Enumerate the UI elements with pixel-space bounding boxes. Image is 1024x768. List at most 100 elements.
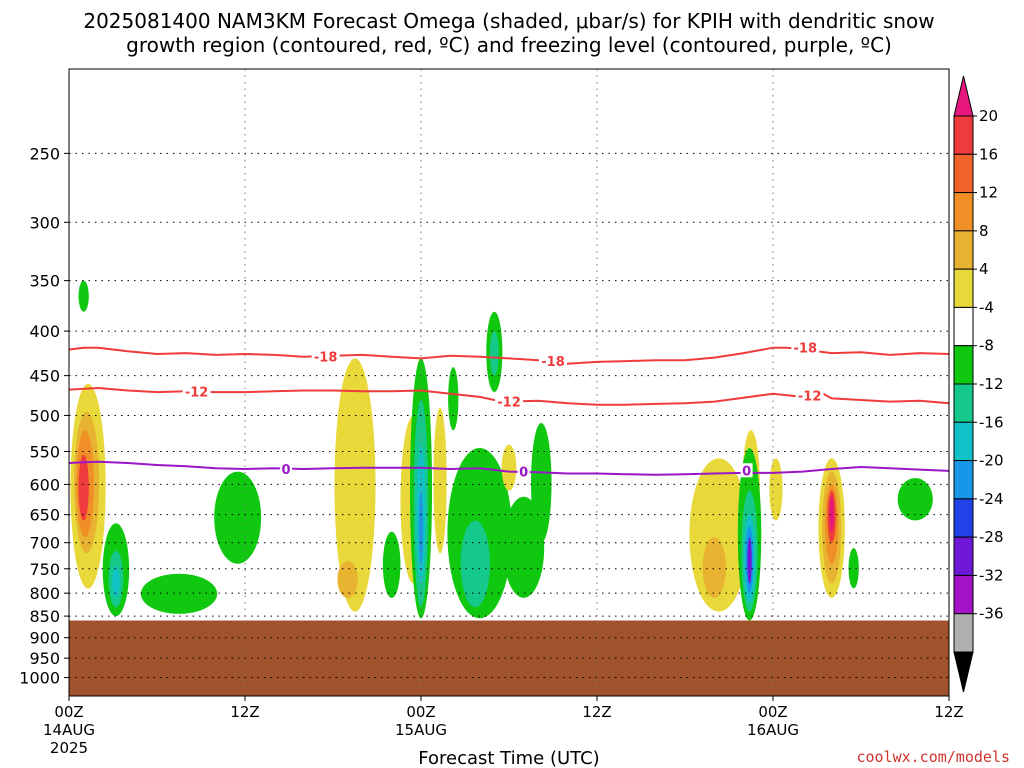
colorbar-label: 4 [979,260,989,278]
y-tick-label: 950 [29,649,60,668]
x-tick-label: 12Z [582,703,611,721]
chart-title-line-2: growth region (contoured, red, ºC) and f… [126,33,892,57]
colorbar-label: -20 [979,452,1004,470]
omega-shaded-region [501,444,517,491]
colorbar-box [953,115,974,155]
colorbar-box [953,306,974,347]
y-tick-label: 850 [29,607,60,626]
y-tick-label: 750 [29,560,60,579]
colorbar-label: -36 [979,605,1004,623]
y-tick-label: 600 [29,475,60,494]
colorbar-box [953,192,974,232]
contour-label: 0 [519,466,528,481]
colorbar-box [953,268,974,308]
contour-label-bg [795,388,824,403]
colorbar-box [953,153,974,194]
contour-line-0 [69,460,949,476]
omega-shaded-region [489,331,499,376]
y-tick-label: 250 [29,144,60,163]
chart-title-line-1: 2025081400 NAM3KM Forecast Omega (shaded… [83,9,934,33]
omega-shaded-region [829,496,834,532]
omega-shaded-region [448,367,459,431]
x-tick-date: 14AUG [43,721,95,739]
omega-shaded-region [78,454,89,521]
y-tick-label: 1000 [19,669,60,688]
contour-label: 0 [282,463,291,478]
colorbar-label: -16 [979,413,1004,431]
colorbar-box [953,421,974,462]
x-tick-date: 15AUG [395,721,447,739]
contour-label-bg [495,394,523,409]
omega-shaded-region [337,561,358,598]
colorbar-box [953,383,974,423]
colorbar-box [953,498,974,538]
y-tick-label: 900 [29,629,60,648]
omega-shaded-region [140,573,218,614]
y-tick-label: 300 [29,213,60,232]
y-tick-label: 400 [29,322,60,341]
colorbar-label: 16 [979,145,998,163]
y-tick-label: 500 [29,406,60,425]
contour-label: -12 [185,385,209,400]
y-tick-label: 350 [29,272,60,291]
x-axis-label: Forecast Time (UTC) [418,748,599,768]
contour-label-bg [517,464,530,479]
contour-label: -18 [314,351,338,366]
colorbar-label: -24 [979,490,1004,508]
colorbar-box [953,230,974,270]
colorbar-box [953,574,974,615]
contour-label: 0 [742,464,751,479]
colorbar-label: 12 [979,184,998,202]
contour-label: -18 [541,355,565,370]
colorbar-box [953,345,974,385]
ground-terrain [69,620,949,696]
colorbar-box [953,613,974,653]
x-tick-year: 2025 [50,739,88,757]
contour-label-bg [311,349,340,364]
omega-shaded-region [702,537,727,598]
omega-shaded-region [848,548,859,589]
colorbar-label: 20 [979,107,998,125]
colorbar-label: -8 [979,337,994,355]
contour-label-bg [539,354,567,369]
omega-shaded-region [460,520,490,608]
omega-shaded-region [382,531,401,598]
colorbar-label: 8 [979,222,989,240]
omega-shaded-region [747,537,752,584]
axes: 250 300 350 400 450 500 550 600 650 700 750 800 850 9… [19,68,964,757]
colorbar-label: -32 [979,566,1004,584]
colorbar-top-arrow [953,75,974,117]
y-tick-label: 650 [29,506,60,525]
colorbar-label: -4 [979,298,994,316]
contour-label: -18 [794,342,818,357]
contour-label-bg [791,340,820,355]
credit-text: coolwx.com/models [856,748,1010,766]
colorbar-box [953,536,974,576]
contour-label: -12 [497,396,521,411]
contour-label-bg [182,384,211,399]
x-tick-label: 00Z [54,703,83,721]
y-tick-label: 700 [29,534,60,553]
colorbar-bottom-arrow [953,651,974,693]
colorbar-label: -28 [979,528,1004,546]
colorbar-box [953,460,974,500]
colorbar: 20 16 12 8 4 -4 -8 -12 -16 -20 -24 -28 -32 -36 [953,75,1004,693]
omega-shaded-region [334,358,376,612]
omega-shaded-region [897,478,933,521]
y-tick-label: 800 [29,584,60,603]
contour-label-bg [280,461,293,476]
x-tick-label: 00Z [406,703,435,721]
y-tick-label: 450 [29,367,60,386]
plot-area: -18 -18 -18 -12 -12 -12 0 0 0 [69,69,949,696]
plot-frame [68,68,950,697]
plot-inner: -18 -18 -18 -12 -12 -12 0 0 0 [69,69,949,696]
x-tick-label: 00Z [758,703,787,721]
y-tick-label: 550 [29,443,60,462]
omega-shaded-region [214,471,262,564]
omega-shaded-region [78,280,89,312]
x-tick-label: 12Z [934,703,963,721]
x-tick-date: 16AUG [747,721,799,739]
contour-label-bg [740,463,753,478]
contour-label: -12 [798,389,822,404]
